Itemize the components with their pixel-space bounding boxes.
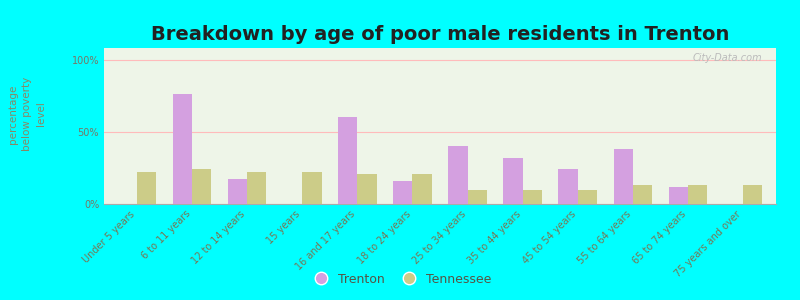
Bar: [228, 179, 247, 204]
Bar: [614, 149, 633, 204]
Bar: [558, 169, 578, 204]
Bar: [503, 158, 522, 204]
Bar: [302, 172, 322, 204]
Title: Breakdown by age of poor male residents in Trenton: Breakdown by age of poor male residents …: [151, 25, 729, 44]
Bar: [192, 169, 211, 204]
Bar: [448, 146, 467, 204]
Bar: [413, 174, 432, 204]
Bar: [522, 190, 542, 204]
Bar: [137, 172, 156, 204]
Bar: [743, 185, 762, 204]
Bar: [669, 187, 688, 204]
Bar: [578, 190, 597, 204]
Bar: [393, 181, 413, 204]
Legend: Trenton, Tennessee: Trenton, Tennessee: [304, 268, 496, 291]
Bar: [633, 185, 652, 204]
Text: percentage
below poverty
level: percentage below poverty level: [8, 77, 46, 151]
Text: City-Data.com: City-Data.com: [693, 53, 762, 63]
Bar: [358, 174, 377, 204]
Bar: [688, 185, 707, 204]
Bar: [173, 94, 192, 204]
Bar: [247, 172, 266, 204]
Bar: [467, 190, 487, 204]
Bar: [338, 117, 358, 204]
